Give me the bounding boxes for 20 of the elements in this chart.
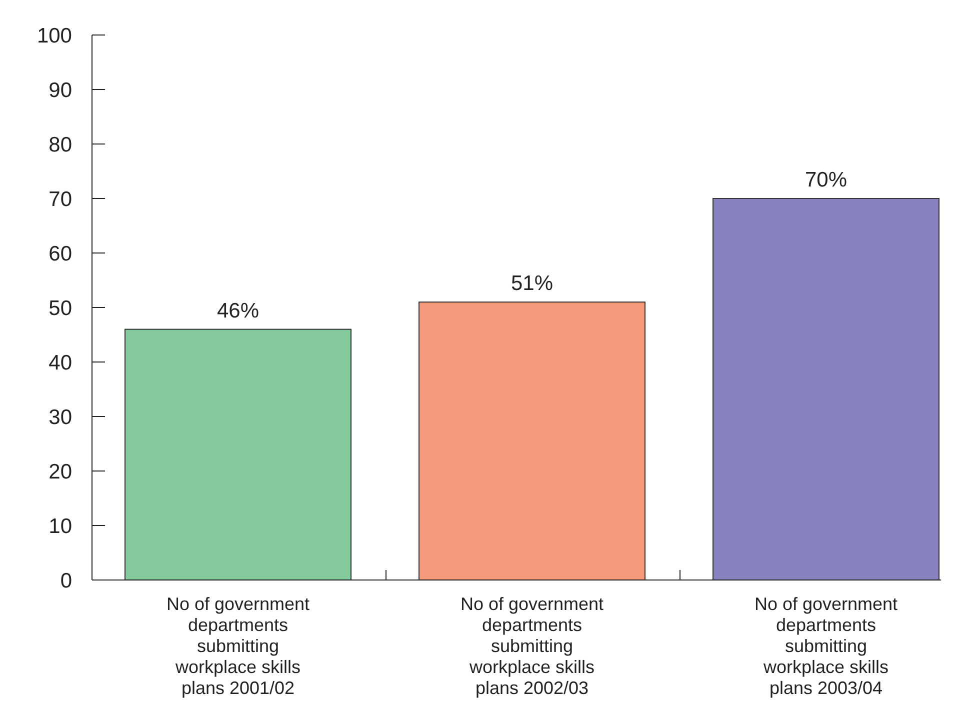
y-tick-label: 100	[36, 24, 72, 48]
y-tick-label: 60	[48, 242, 72, 266]
bar	[418, 302, 646, 580]
y-tick-label: 30	[48, 406, 72, 429]
y-tick-label: 50	[48, 296, 72, 320]
y-tick-label: 10	[48, 514, 72, 538]
y-tick-label: 70	[48, 188, 72, 211]
data-label: 46%	[216, 299, 260, 322]
y-tick-label: 40	[48, 351, 72, 374]
x-tick-label: No of government departments submitting workplace skills plans 2003/04	[754, 594, 898, 698]
data-label: 70%	[804, 168, 848, 192]
data-label: 51%	[510, 272, 554, 296]
y-tick-label: 0	[60, 569, 72, 592]
y-tick-label: 90	[48, 78, 72, 102]
y-tick-label: 80	[48, 133, 72, 156]
y-tick-label: 20	[48, 460, 72, 484]
x-tick-label: No of government departments submitting workplace skills plans 2001/02	[166, 594, 310, 698]
bar	[712, 198, 940, 580]
x-tick-label: No of government departments submitting workplace skills plans 2002/03	[460, 594, 604, 698]
bar	[124, 328, 352, 580]
